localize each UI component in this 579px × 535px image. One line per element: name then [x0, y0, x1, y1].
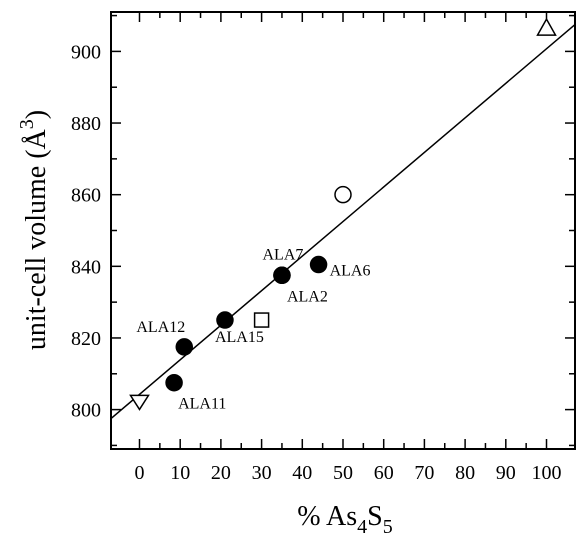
x-tick-label: 90: [496, 462, 516, 484]
point-open-triangle-down: [129, 394, 150, 411]
point-label: ALA2: [287, 288, 328, 305]
x-tick-labels: 0 10 20 30 40 50 60 70 80 90 100: [134, 462, 561, 484]
x-tick-label: 20: [211, 462, 231, 484]
x-tick-label: 100: [532, 462, 562, 484]
point-open-square: [253, 312, 270, 328]
y-tick-label: 820: [71, 328, 101, 350]
x-tick-label: 40: [292, 462, 312, 484]
x-tick-label: 30: [252, 462, 272, 484]
y-tick-label: 900: [71, 41, 101, 63]
point-label: ALA11: [178, 396, 226, 413]
point-filled-circle: [309, 255, 328, 274]
x-tick-label: 60: [374, 462, 394, 484]
point-filled-circle: [216, 311, 234, 329]
y-axis-title: unit-cell volume (Å3): [16, 110, 52, 350]
point-label: ALA15: [215, 329, 264, 346]
point-label: ALA7: [263, 246, 304, 263]
y-tick-label: 800: [71, 400, 101, 422]
point-label: ALA6: [330, 263, 371, 280]
point-label: ALA12: [136, 319, 185, 336]
axis-ticks: [111, 12, 575, 449]
x-axis-title: % As4S5: [297, 501, 392, 535]
y-tick-label: 860: [71, 185, 101, 207]
x-tick-label: 70: [414, 462, 434, 484]
point-open-circle: [334, 185, 352, 204]
point-filled-circle: [175, 338, 194, 356]
point-filled-circle: [165, 373, 183, 392]
y-tick-label: 840: [71, 256, 101, 278]
x-tick-label: 10: [170, 462, 190, 484]
y-tick-label: 880: [71, 113, 101, 135]
data-points: [129, 17, 557, 411]
y-tick-labels: 800 820 840 860 880 900: [71, 41, 101, 421]
point-filled-circle: [273, 266, 291, 285]
fit-line: [110, 23, 576, 420]
x-tick-label: 0: [134, 462, 144, 484]
point-open-triangle-up: [536, 17, 557, 36]
x-tick-label: 80: [455, 462, 475, 484]
x-tick-label: 50: [333, 462, 353, 484]
